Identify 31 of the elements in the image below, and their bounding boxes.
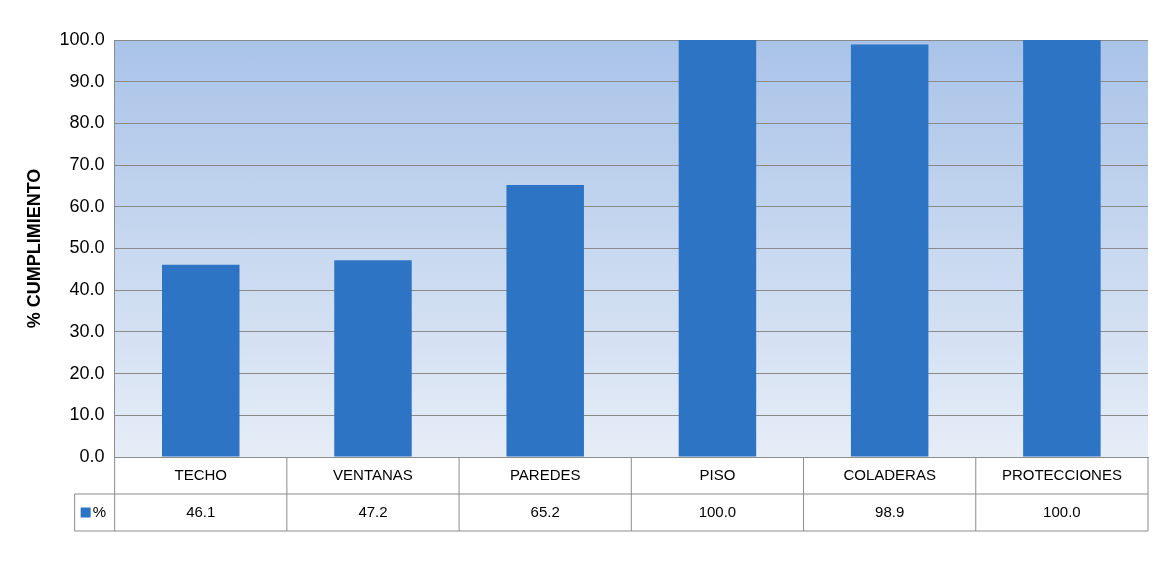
bar [334, 260, 412, 457]
y-tick-label: 50.0 [69, 237, 105, 258]
x-tick-label: PISO [699, 466, 736, 484]
bar [1023, 40, 1101, 457]
bar [850, 44, 929, 457]
y-tick-label: 10.0 [69, 404, 105, 425]
x-tick-label: VENTANAS [333, 466, 413, 484]
data-label: 65.2 [530, 502, 560, 520]
data-label: 46.1 [186, 502, 216, 520]
y-axis-title: % CUMPLIMIENTO [23, 168, 44, 329]
legend-label: % [92, 502, 106, 520]
x-tick-label: PAREDES [509, 466, 581, 484]
data-label: 100.0 [1043, 502, 1081, 520]
bar [162, 264, 240, 457]
y-tick-label: 30.0 [69, 320, 105, 341]
bar [506, 185, 584, 457]
y-tick-label: 70.0 [69, 154, 105, 175]
y-tick-label: 0.0 [79, 445, 105, 466]
y-tick-label: 40.0 [69, 279, 105, 300]
y-tick-label: 20.0 [69, 362, 105, 383]
y-tick-label: 60.0 [69, 195, 105, 216]
bar [678, 40, 757, 457]
y-tick-label: 100.0 [59, 28, 105, 49]
y-tick-label: 80.0 [69, 112, 105, 133]
data-label: 47.2 [358, 502, 388, 520]
data-label: 98.9 [875, 502, 905, 520]
y-tick-label: 90.0 [69, 70, 105, 91]
x-tick-label: COLADERAS [843, 466, 936, 484]
x-tick-label: TECHO [174, 466, 228, 484]
x-tick-label: PROTECCIONES [1001, 466, 1122, 484]
data-label: 100.0 [698, 502, 737, 520]
